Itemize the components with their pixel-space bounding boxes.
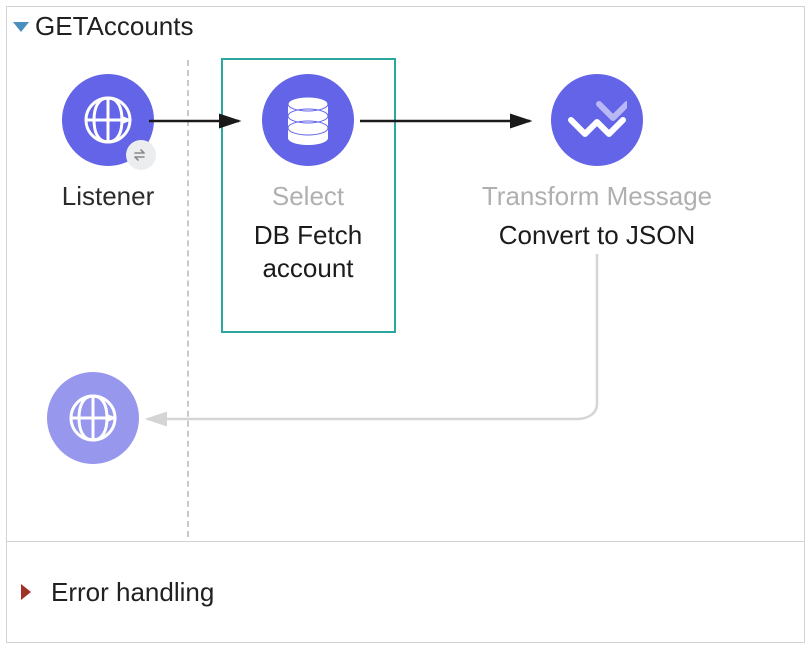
node-response[interactable] (43, 372, 143, 464)
chevron-right-icon[interactable] (21, 584, 31, 600)
chevron-down-icon[interactable] (13, 22, 29, 32)
node-type-label: Transform Message (482, 180, 712, 213)
flow-arrow (147, 106, 247, 136)
canvas-error-divider (7, 541, 804, 542)
node-transform[interactable]: Transform Message Convert to JSON (477, 74, 717, 252)
exchange-badge-icon (126, 140, 156, 170)
flow-panel: GETAccounts (6, 6, 805, 643)
flow-canvas[interactable]: Listener (7, 44, 804, 542)
database-icon (262, 74, 354, 166)
node-type-label: Listener (62, 180, 155, 213)
node-listener[interactable]: Listener (43, 74, 173, 213)
node-name-label: Convert to JSON (499, 219, 696, 253)
flow-header[interactable]: GETAccounts (7, 7, 804, 44)
globe-arrow-icon (62, 74, 154, 166)
flow-title: GETAccounts (35, 11, 193, 42)
globe-arrow-icon (47, 372, 139, 464)
error-handling-section[interactable]: Error handling (7, 542, 804, 642)
error-handling-label: Error handling (51, 576, 214, 609)
node-type-label: Select (272, 180, 344, 213)
transform-message-icon (551, 74, 643, 166)
return-path (137, 254, 617, 454)
